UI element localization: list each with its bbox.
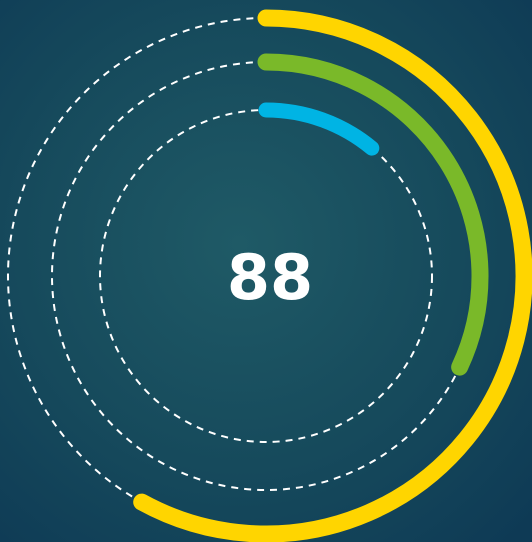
progress-arc: [258, 102, 380, 156]
center-label: 88: [227, 241, 313, 314]
progress-arc: [133, 9, 532, 542]
progress-arc: [257, 53, 489, 376]
